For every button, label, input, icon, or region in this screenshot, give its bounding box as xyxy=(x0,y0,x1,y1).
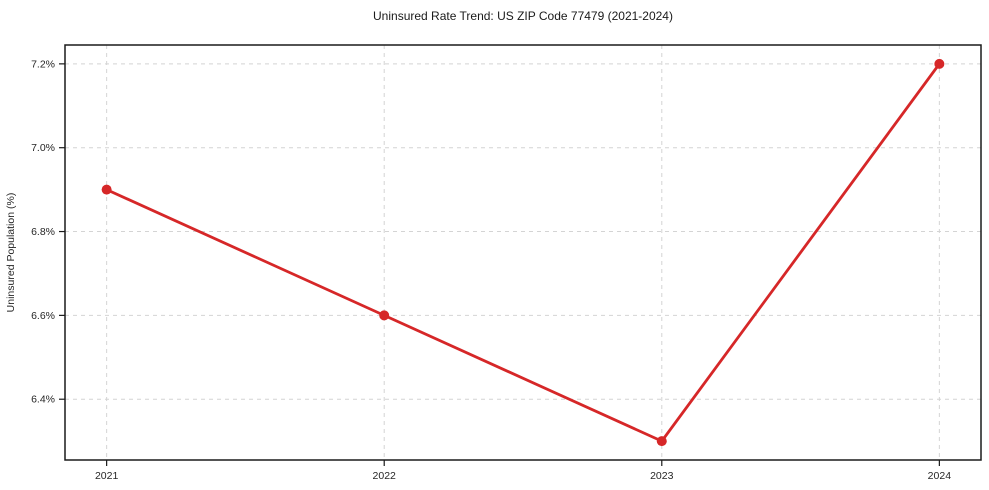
y-tick-label: 7.0% xyxy=(31,142,55,154)
y-axis-label: Uninsured Population (%) xyxy=(5,193,17,313)
plot-area xyxy=(65,45,981,460)
plot-frame xyxy=(64,44,982,461)
x-tick-label: 2022 xyxy=(373,470,397,482)
data-point-2024 xyxy=(934,58,945,69)
data-point-2022 xyxy=(379,310,390,321)
x-tick-label: 2024 xyxy=(928,470,952,482)
data-point-2023 xyxy=(656,436,667,447)
data-point-2021 xyxy=(101,184,112,195)
y-tick-label: 6.8% xyxy=(31,226,55,238)
y-tick-label: 6.4% xyxy=(31,394,55,406)
x-tick-label: 2021 xyxy=(95,470,119,482)
trend-line xyxy=(105,62,941,443)
y-tick-label: 6.6% xyxy=(31,310,55,322)
chart-title: Uninsured Rate Trend: US ZIP Code 77479 … xyxy=(373,9,673,23)
y-tick-label: 7.2% xyxy=(31,58,55,70)
x-tick-label: 2023 xyxy=(650,470,674,482)
